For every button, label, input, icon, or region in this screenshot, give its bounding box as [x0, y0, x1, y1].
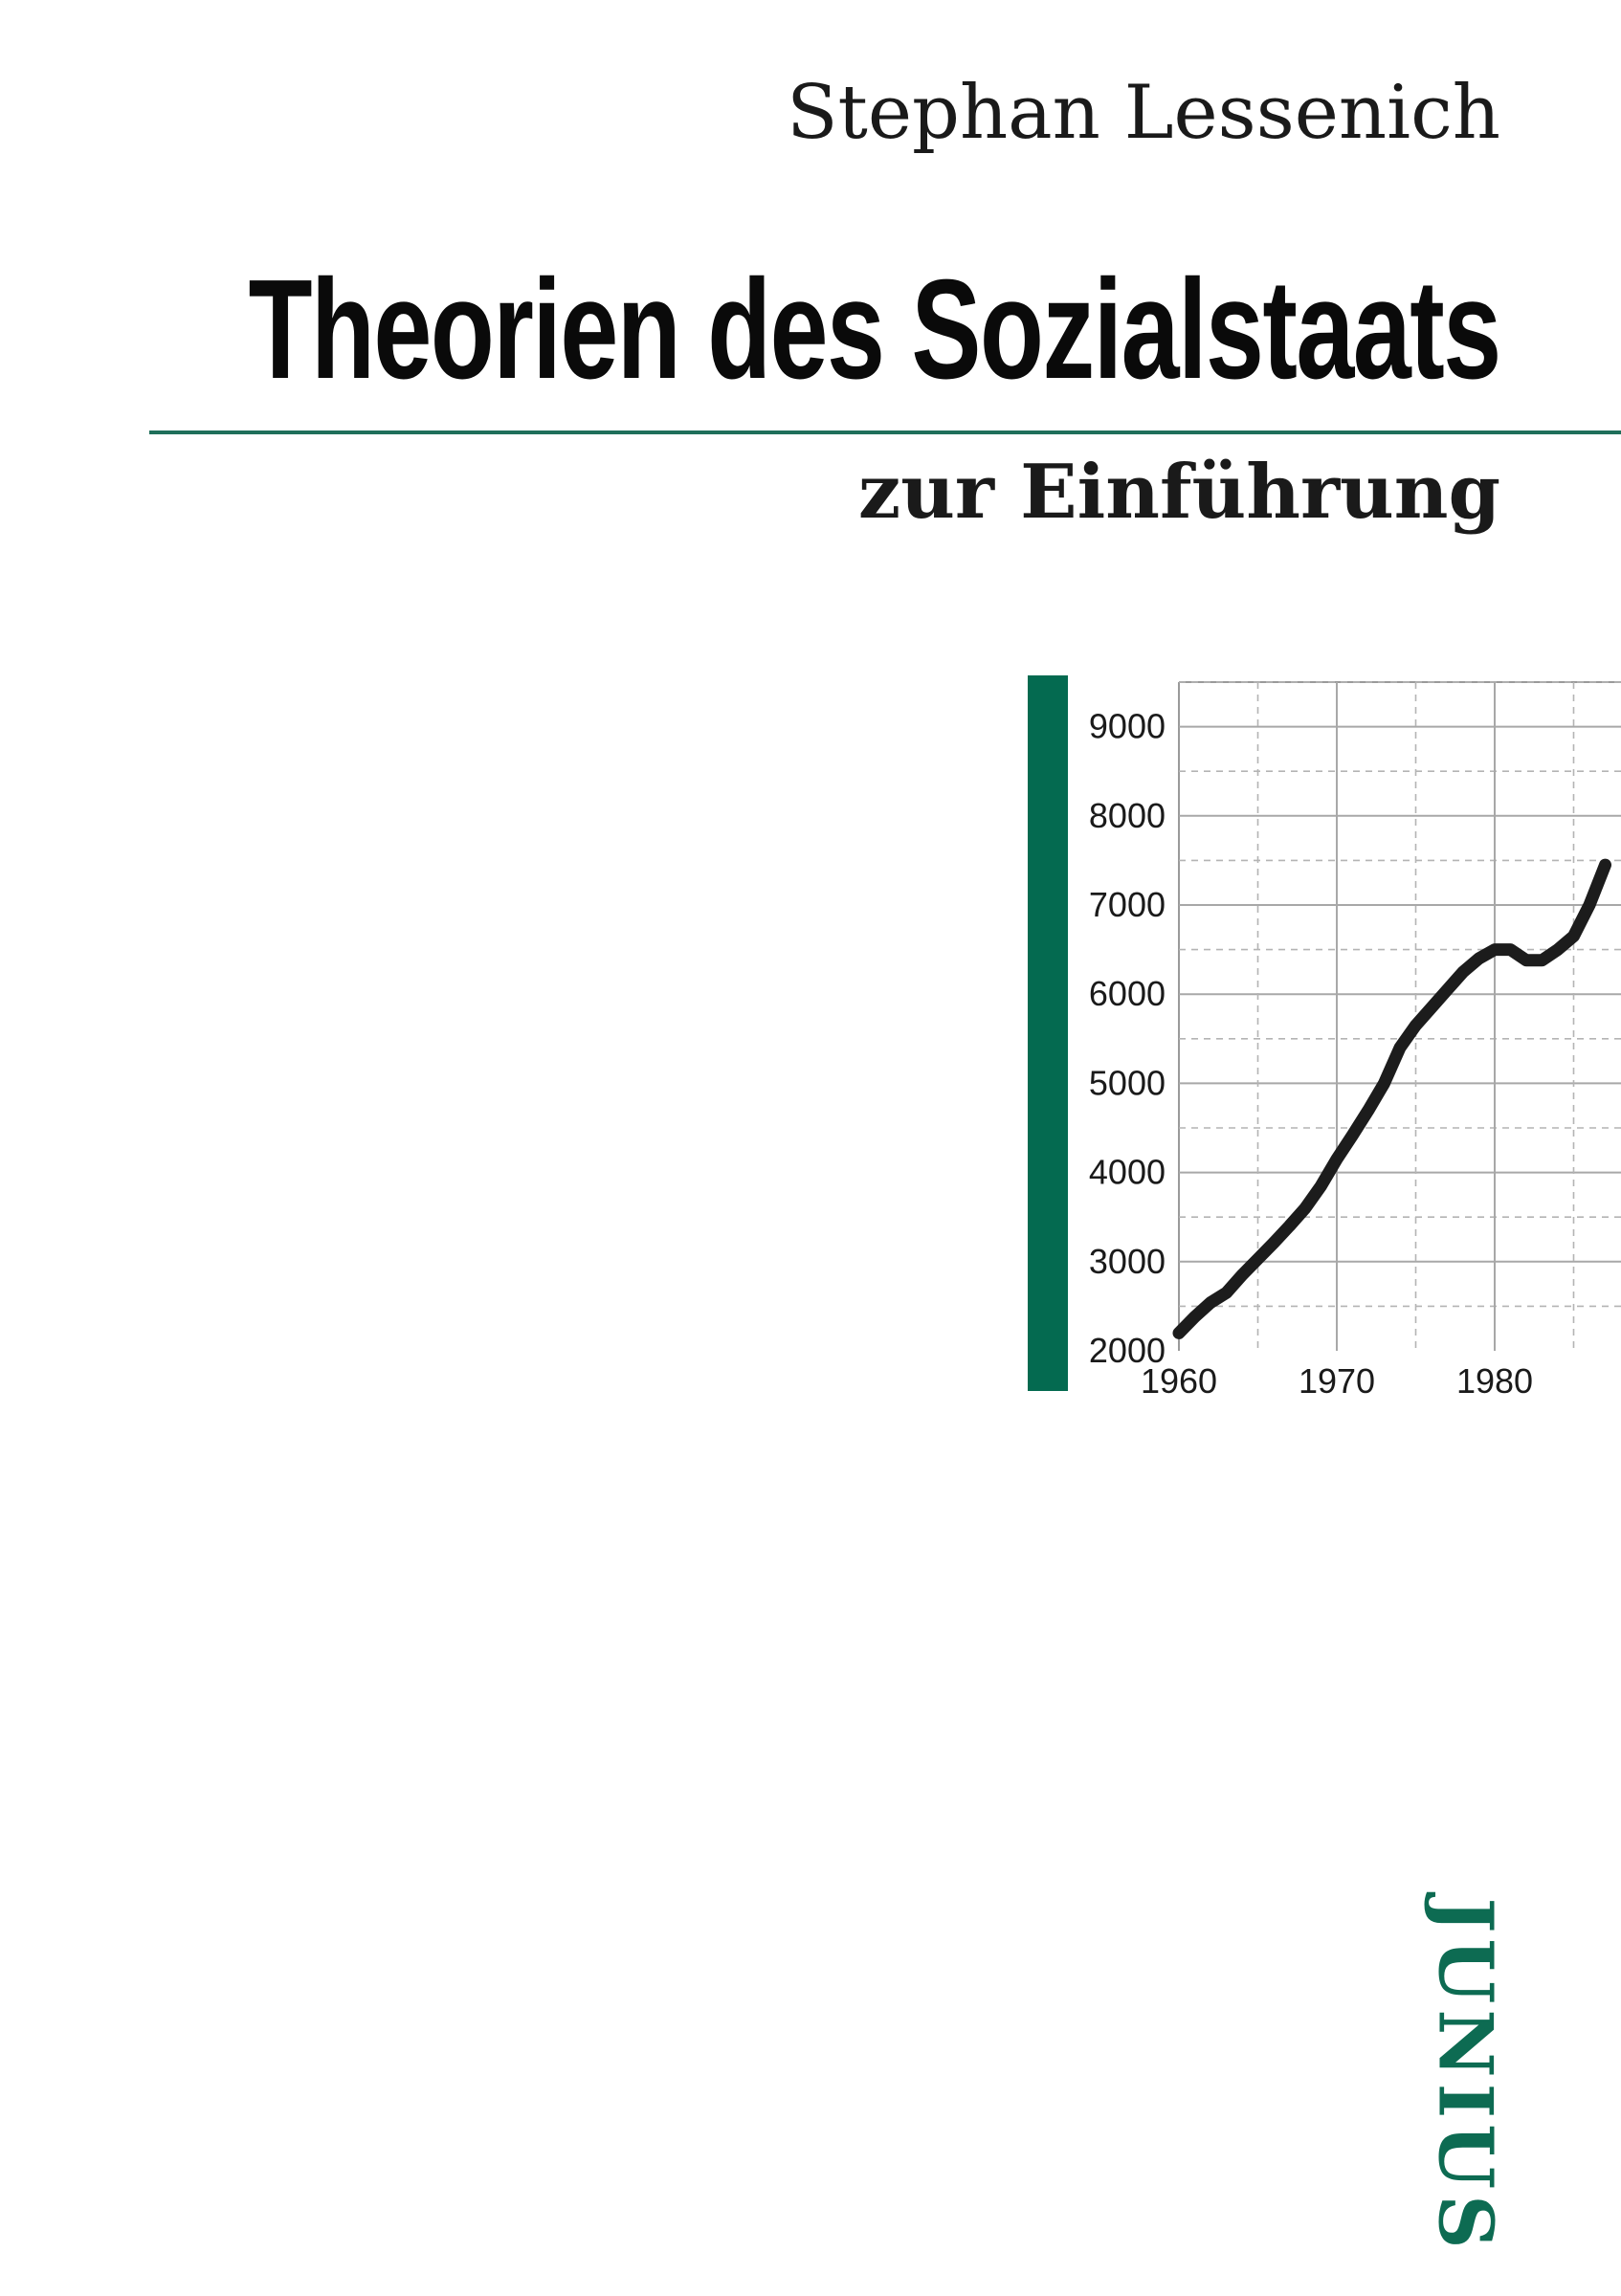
publisher-name: JUNIUS — [1421, 1897, 1509, 2255]
series-line — [1172, 858, 1611, 1339]
author-name: Stephan Lessenich — [787, 70, 1500, 156]
y-tick-label: 7000 — [1089, 885, 1166, 924]
y-tick-label: 3000 — [1089, 1242, 1166, 1281]
publisher-logo: JUNIUS — [1422, 1897, 1509, 2254]
x-tick-label: 1960 — [1141, 1361, 1217, 1401]
book-subtitle: zur Einführung — [857, 449, 1500, 536]
x-tick-label: 1980 — [1456, 1361, 1533, 1401]
y-tick-label: 9000 — [1089, 707, 1166, 746]
y-tick-label: 4000 — [1089, 1153, 1166, 1192]
cover-line-chart: 2000 3000 4000 5000 6000 7000 8000 9000 1960 1970… — [1028, 675, 1621, 1401]
y-tick-label: 2000 — [1089, 1331, 1166, 1370]
book-title: Theorien des Sozialstaats — [248, 251, 1502, 408]
y-tick-label: 5000 — [1089, 1063, 1166, 1102]
accent-bar — [1028, 675, 1068, 1391]
y-tick-label: 8000 — [1089, 796, 1166, 835]
x-tick-label: 1970 — [1299, 1361, 1375, 1401]
y-tick-label: 6000 — [1089, 974, 1166, 1013]
title-rule — [149, 430, 1621, 434]
